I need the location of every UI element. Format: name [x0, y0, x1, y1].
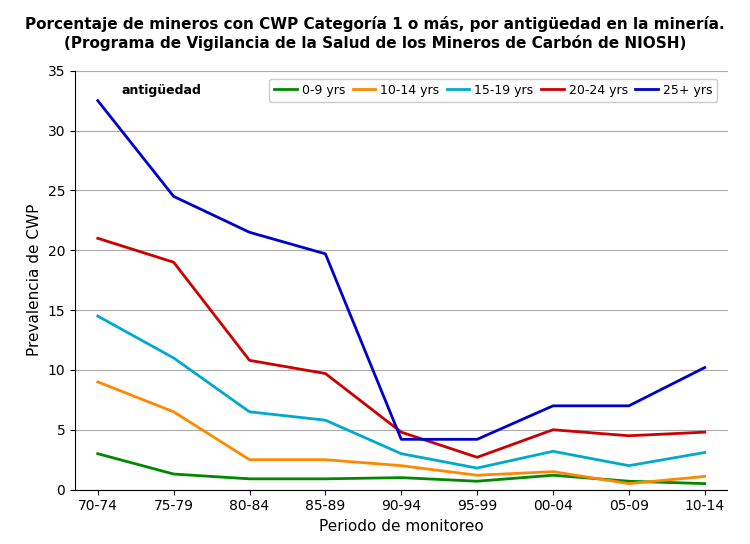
Text: Porcentaje de mineros con CWP Categoría 1 o más, por antigüedad en la minería.
(: Porcentaje de mineros con CWP Categoría …	[26, 16, 724, 51]
Legend: 0-9 yrs, 10-14 yrs, 15-19 yrs, 20-24 yrs, 25+ yrs: 0-9 yrs, 10-14 yrs, 15-19 yrs, 20-24 yrs…	[269, 79, 717, 102]
Text: antigüedad: antigüedad	[122, 84, 201, 97]
Y-axis label: Prevalencia de CWP: Prevalencia de CWP	[27, 204, 42, 356]
X-axis label: Periodo de monitoreo: Periodo de monitoreo	[319, 519, 484, 534]
